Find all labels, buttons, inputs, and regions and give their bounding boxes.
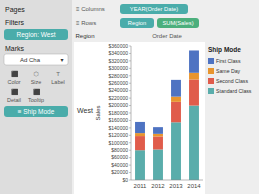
icon: ⬛ <box>11 88 19 96</box>
chart: Pages Filters Region: West Marks Ad Cha ▾ ⬛ ⬡ T C… <box>0 0 259 194</box>
y-tick-label: $340000 <box>109 50 129 56</box>
y-tick-label: $40000 <box>111 162 128 168</box>
bar <box>171 122 181 180</box>
mark-label: Color <box>7 79 20 85</box>
rows-pill-text: SUM(Sales) <box>162 20 193 26</box>
rows-label: ≡ Rows <box>76 20 96 26</box>
y-tick-label: $20000 <box>111 169 128 175</box>
y-tick-label: $160000 <box>109 117 129 123</box>
x-tick-label: 2011 <box>134 183 148 189</box>
mark-label: Tooltip <box>28 97 44 103</box>
pill <box>4 106 68 117</box>
bar <box>171 97 181 102</box>
pill <box>120 4 188 14</box>
bar <box>171 102 181 122</box>
bar <box>189 50 199 72</box>
x-tick-label: 2013 <box>169 183 183 189</box>
legend-swatch <box>208 78 214 84</box>
y-tick-label: $140000 <box>109 125 129 131</box>
title: Order Date <box>152 33 182 39</box>
bar <box>153 127 163 134</box>
mark-label: Size <box>31 79 42 85</box>
dropdown-text: Ad Cha <box>20 57 41 63</box>
legend-swatch <box>208 88 214 94</box>
bar <box>189 73 199 80</box>
bar <box>135 136 145 150</box>
dropdown-arrow: ▾ <box>60 57 63 63</box>
legend-entry: First Class <box>216 58 241 64</box>
y-tick-label: $180000 <box>109 110 129 116</box>
y-tick-label: $120000 <box>109 132 129 138</box>
x-tick-label: 2012 <box>151 183 165 189</box>
y-tick-label: $100000 <box>109 140 129 146</box>
marks-label: Marks <box>5 45 25 52</box>
filters-label: Filters <box>5 19 25 26</box>
chart-panel <box>74 42 205 194</box>
x-axis <box>131 180 203 181</box>
background <box>0 0 259 194</box>
icon: ⬛ <box>33 88 41 96</box>
bar <box>135 133 145 136</box>
x-tick-label: 2014 <box>187 183 201 189</box>
marks-pill-text: ≡ Ship Mode <box>18 108 55 116</box>
bar <box>171 80 181 97</box>
bar <box>189 80 199 106</box>
bar <box>135 122 145 133</box>
y-tick-label: $0 <box>122 177 128 183</box>
pill <box>4 29 68 40</box>
pages-label: Pages <box>5 6 25 14</box>
legend-swatch <box>208 58 214 64</box>
bar <box>153 134 163 137</box>
legend-title: Ship Mode <box>208 46 241 54</box>
icon: ⬛ <box>11 70 19 78</box>
dropdown <box>4 54 68 65</box>
legend-swatch <box>208 68 214 74</box>
y-axis-label: Sales <box>95 105 101 120</box>
pill <box>120 18 154 28</box>
columns-pill-text: YEAR(Order Date) <box>130 6 178 12</box>
bar <box>135 150 145 180</box>
rows-pill-text: Region <box>128 20 146 26</box>
region-label: West <box>77 107 93 114</box>
bar <box>153 136 163 149</box>
bar <box>189 106 199 180</box>
y-tick-label: $80000 <box>111 147 128 153</box>
y-tick-label: $360000 <box>109 43 129 49</box>
y-tick-label: $300000 <box>109 65 129 71</box>
columns-label: ≡ Columns <box>76 6 105 12</box>
icon: T <box>56 71 60 77</box>
legend-entry: Second Class <box>216 78 248 84</box>
icon: ⬡ <box>33 71 38 77</box>
y-tick-label: $280000 <box>109 73 129 79</box>
bar <box>153 149 163 180</box>
y-tick-label: $220000 <box>109 95 129 101</box>
y-tick-label: $260000 <box>109 80 129 86</box>
side-panel <box>0 0 72 194</box>
row-header: Region <box>75 33 94 39</box>
mark-label: Label <box>51 79 64 85</box>
legend-entry: Standard Class <box>216 88 252 94</box>
y-axis <box>131 46 132 180</box>
y-tick-label: $240000 <box>109 87 129 93</box>
y-tick-label: $200000 <box>109 102 129 108</box>
legend-entry: Same Day <box>216 68 241 74</box>
y-tick-label: $60000 <box>111 154 128 160</box>
mark-label: Detail <box>7 97 21 103</box>
y-tick-label: $320000 <box>109 58 129 64</box>
filter-pill-text: Region: West <box>17 31 56 39</box>
pill <box>157 18 199 28</box>
